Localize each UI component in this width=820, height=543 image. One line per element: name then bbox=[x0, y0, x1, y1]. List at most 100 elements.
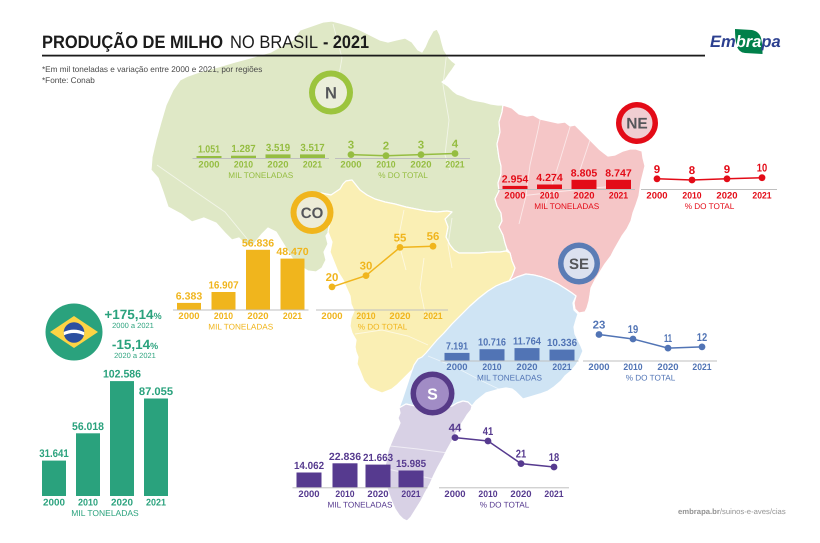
svg-text:2021: 2021 bbox=[423, 311, 442, 321]
svg-text:20: 20 bbox=[326, 272, 339, 284]
svg-text:56.018: 56.018 bbox=[72, 421, 104, 433]
svg-text:2000: 2000 bbox=[178, 311, 199, 321]
svg-text:2020: 2020 bbox=[716, 191, 737, 201]
svg-text:2020: 2020 bbox=[573, 191, 594, 201]
svg-text:2010: 2010 bbox=[682, 191, 701, 201]
svg-text:2021: 2021 bbox=[544, 489, 563, 499]
svg-text:4.274: 4.274 bbox=[536, 173, 563, 184]
svg-text:8: 8 bbox=[689, 165, 695, 177]
svg-text:2000: 2000 bbox=[444, 489, 465, 499]
svg-text:2010: 2010 bbox=[214, 311, 233, 321]
svg-text:2010: 2010 bbox=[234, 160, 253, 170]
svg-text:44: 44 bbox=[449, 423, 462, 435]
svg-text:102.586: 102.586 bbox=[103, 369, 141, 381]
svg-text:S: S bbox=[427, 386, 438, 403]
svg-text:Embrapa: Embrapa bbox=[710, 33, 781, 51]
svg-text:MIL TONELADAS: MIL TONELADAS bbox=[208, 323, 273, 332]
svg-text:55: 55 bbox=[394, 232, 407, 244]
svg-text:SE: SE bbox=[569, 256, 589, 273]
svg-text:3: 3 bbox=[348, 140, 354, 152]
svg-text:56.836: 56.836 bbox=[242, 238, 275, 249]
svg-text:- 2021: - 2021 bbox=[323, 32, 369, 52]
svg-text:21: 21 bbox=[516, 449, 526, 461]
svg-text:2000: 2000 bbox=[446, 362, 467, 372]
svg-text:7.191: 7.191 bbox=[446, 341, 468, 352]
svg-text:MIL TONELADAS: MIL TONELADAS bbox=[228, 171, 293, 180]
svg-text:9: 9 bbox=[654, 164, 660, 176]
svg-text:15.985: 15.985 bbox=[396, 459, 426, 470]
svg-text:CO: CO bbox=[301, 205, 324, 222]
svg-text:2021: 2021 bbox=[401, 489, 420, 499]
svg-text:2020: 2020 bbox=[389, 311, 410, 321]
svg-text:2000: 2000 bbox=[43, 498, 65, 509]
svg-text:56: 56 bbox=[427, 231, 440, 243]
svg-text:-15,14%: -15,14% bbox=[112, 337, 158, 352]
svg-text:MIL TONELADAS: MIL TONELADAS bbox=[71, 508, 139, 518]
svg-text:2000 a 2021: 2000 a 2021 bbox=[112, 321, 154, 330]
svg-text:12: 12 bbox=[697, 332, 707, 344]
svg-text:2010: 2010 bbox=[482, 362, 501, 372]
svg-text:22.836: 22.836 bbox=[329, 452, 362, 463]
svg-text:11: 11 bbox=[664, 333, 672, 345]
svg-text:2010: 2010 bbox=[335, 489, 354, 499]
svg-text:41: 41 bbox=[483, 426, 493, 438]
svg-text:10.336: 10.336 bbox=[547, 338, 577, 349]
svg-text:10.716: 10.716 bbox=[478, 338, 506, 349]
svg-text:8.747: 8.747 bbox=[605, 168, 632, 179]
svg-text:2021: 2021 bbox=[303, 160, 322, 170]
svg-text:3.517: 3.517 bbox=[300, 143, 324, 154]
svg-text:2020: 2020 bbox=[516, 362, 537, 372]
svg-text:2000: 2000 bbox=[340, 160, 361, 170]
svg-text:30: 30 bbox=[360, 261, 373, 273]
svg-text:16.907: 16.907 bbox=[208, 281, 238, 292]
svg-text:21.663: 21.663 bbox=[363, 453, 393, 464]
svg-text:*Fonte: Conab: *Fonte: Conab bbox=[42, 76, 95, 85]
svg-text:31.641: 31.641 bbox=[39, 448, 69, 460]
svg-text:% DO TOTAL: % DO TOTAL bbox=[378, 171, 428, 180]
svg-text:2020: 2020 bbox=[410, 160, 431, 170]
svg-text:2010: 2010 bbox=[623, 362, 642, 372]
svg-text:2000: 2000 bbox=[646, 191, 667, 201]
svg-text:18: 18 bbox=[549, 452, 559, 464]
svg-text:2010: 2010 bbox=[78, 498, 98, 509]
svg-text:3.519: 3.519 bbox=[266, 143, 290, 154]
svg-text:4: 4 bbox=[452, 139, 459, 151]
svg-text:2021: 2021 bbox=[283, 311, 302, 321]
svg-text:10: 10 bbox=[757, 163, 767, 175]
svg-text:+175,14%: +175,14% bbox=[104, 307, 161, 322]
svg-text:embrapa.br/suinos-e-aves/cias: embrapa.br/suinos-e-aves/cias bbox=[678, 507, 786, 516]
svg-text:NE: NE bbox=[626, 116, 648, 133]
svg-text:% DO TOTAL: % DO TOTAL bbox=[480, 500, 530, 509]
svg-text:2021: 2021 bbox=[609, 191, 628, 201]
svg-text:2000: 2000 bbox=[588, 362, 609, 372]
svg-text:2020: 2020 bbox=[247, 311, 268, 321]
svg-text:87.055: 87.055 bbox=[139, 386, 173, 398]
svg-text:2021: 2021 bbox=[752, 191, 771, 201]
svg-text:% DO TOTAL: % DO TOTAL bbox=[358, 323, 408, 332]
svg-text:N: N bbox=[325, 84, 337, 102]
svg-text:MIL TONELADAS: MIL TONELADAS bbox=[328, 500, 393, 509]
svg-text:2021: 2021 bbox=[552, 362, 571, 372]
svg-text:2020: 2020 bbox=[267, 160, 288, 170]
svg-text:2020: 2020 bbox=[111, 498, 133, 509]
svg-text:2020 a 2021: 2020 a 2021 bbox=[114, 351, 156, 360]
svg-text:48.470: 48.470 bbox=[276, 247, 309, 258]
svg-text:2020: 2020 bbox=[367, 489, 388, 499]
svg-text:2000: 2000 bbox=[298, 489, 319, 499]
svg-text:2020: 2020 bbox=[657, 362, 678, 372]
svg-text:% DO TOTAL: % DO TOTAL bbox=[685, 202, 735, 211]
svg-text:1.287: 1.287 bbox=[231, 144, 255, 155]
svg-text:2000: 2000 bbox=[198, 160, 219, 170]
svg-text:2021: 2021 bbox=[692, 362, 711, 372]
svg-text:11.764: 11.764 bbox=[513, 337, 541, 348]
svg-text:2.954: 2.954 bbox=[502, 174, 529, 185]
svg-text:2010: 2010 bbox=[376, 160, 395, 170]
svg-text:2010: 2010 bbox=[478, 489, 497, 499]
svg-text:MIL TONELADAS: MIL TONELADAS bbox=[534, 202, 599, 211]
svg-text:8.805: 8.805 bbox=[571, 168, 598, 179]
svg-text:2010: 2010 bbox=[540, 191, 559, 201]
svg-text:3: 3 bbox=[418, 140, 424, 152]
svg-text:MIL TONELADAS: MIL TONELADAS bbox=[477, 374, 542, 383]
svg-text:2021: 2021 bbox=[445, 160, 464, 170]
svg-text:1.051: 1.051 bbox=[198, 145, 220, 156]
